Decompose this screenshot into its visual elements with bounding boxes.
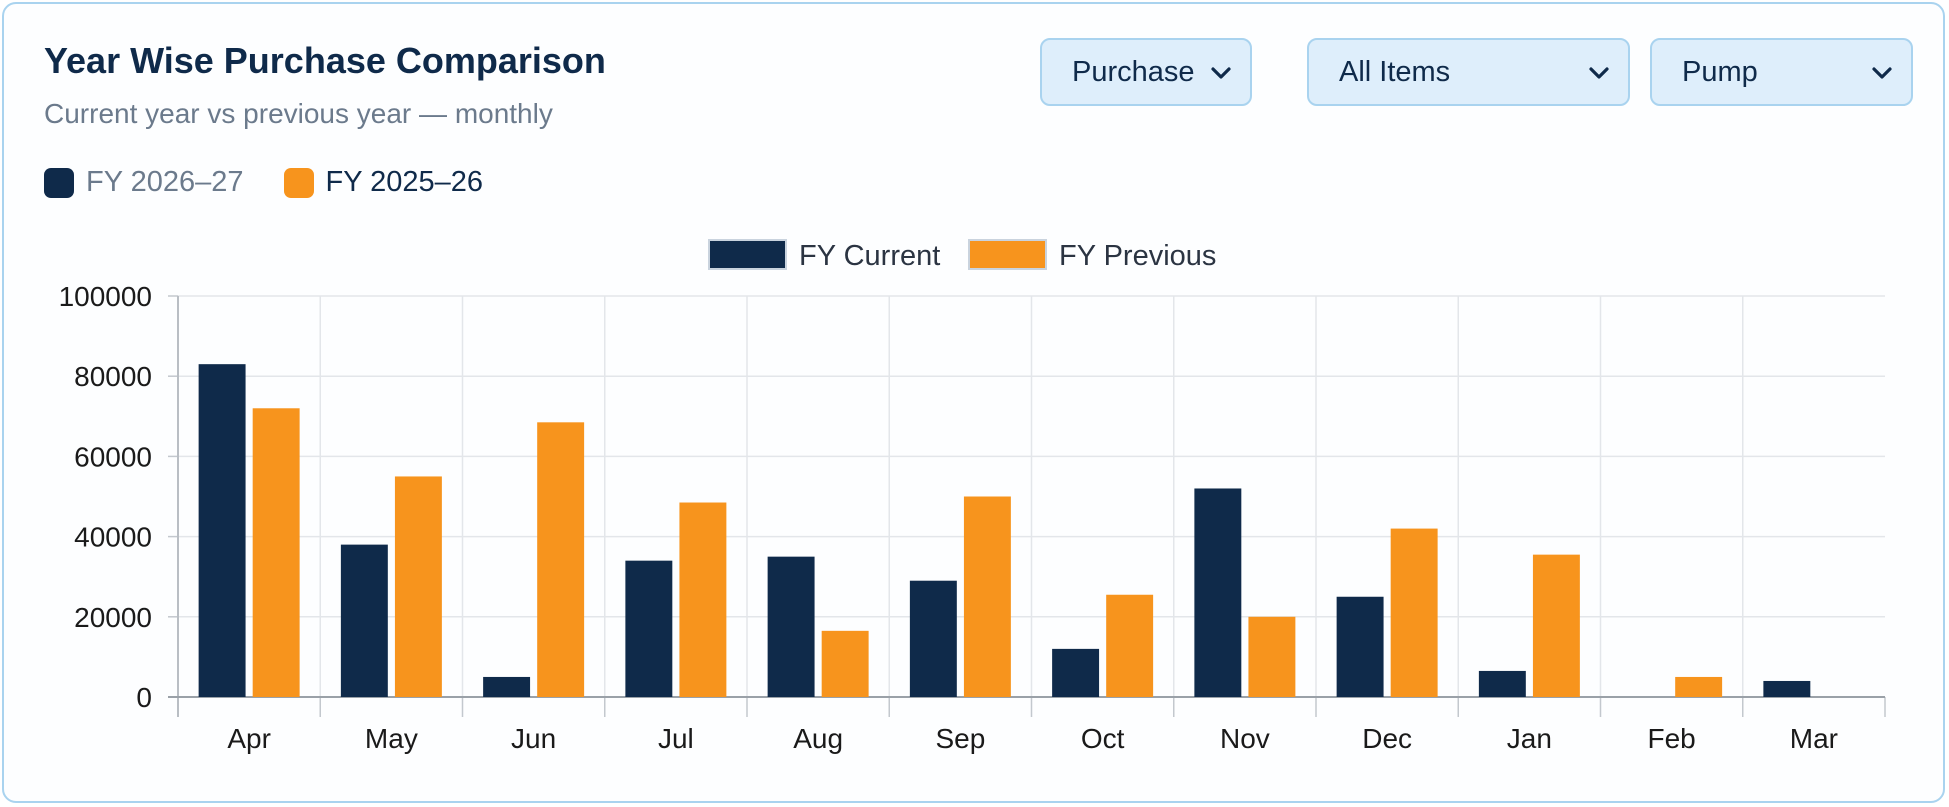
bar-previous [1106,594,1154,697]
legend-label-previous: FY Previous [1059,240,1216,272]
bar-current [909,580,957,697]
bar-previous [1390,528,1438,697]
bar-previous [394,476,442,697]
legend-swatch-previous[interactable] [968,239,1047,270]
x-tick-label: Aug [793,723,843,754]
bar-current [1336,596,1384,697]
bar-current [198,364,246,697]
chevron-down-icon [1589,67,1609,79]
category-select-value: Pump [1682,55,1758,88]
items-select-value: All Items [1339,55,1451,88]
bar-previous [1532,554,1580,697]
x-tick-label: Mar [1790,723,1838,754]
type-select[interactable]: Purchase [1040,38,1252,106]
x-tick-label: Sep [935,723,985,754]
items-select[interactable]: All Items [1307,38,1630,106]
fy-legend-item-current[interactable]: FY 2026–27 [44,166,244,199]
chart-axes [168,295,1886,717]
category-select[interactable]: Pump [1650,38,1913,106]
fy-previous-swatch [283,167,314,198]
bar-current [1478,670,1526,697]
bar-previous [821,630,869,697]
chart-bars [198,364,1811,697]
page-subtitle: Current year vs previous year — monthly [44,98,553,129]
x-tick-label: Jul [658,723,694,754]
bar-previous [1675,676,1723,697]
bar-previous [252,408,300,697]
chart-grid [178,295,1885,697]
x-tick-label: Nov [1220,723,1270,754]
x-tick-labels: Apr May Jun Jul Aug Sep Oct Nov Dec Jan Feb Mar [227,723,1838,754]
fy-current-swatch [44,167,74,198]
chevron-down-icon [1211,67,1231,79]
bar-current [625,560,673,697]
chevron-down-icon [1872,67,1892,79]
fy-current-label: FY 2026–27 [86,166,244,198]
fy-legend: FY 2026–27 FY 2025–26 [44,166,523,199]
bar-current [1052,648,1100,697]
x-tick-label: Apr [227,723,271,754]
bar-previous [679,502,727,697]
x-tick-label: Jan [1507,723,1552,754]
bar-current [767,556,815,697]
page-title: Year Wise Purchase Comparison [44,40,606,81]
y-tick-label: 100000 [59,281,152,312]
y-tick-label: 20000 [74,602,152,633]
bar-current [1763,680,1811,697]
y-tick-label: 80000 [74,361,152,392]
x-tick-label: Oct [1081,723,1125,754]
y-tick-label: 40000 [74,522,152,553]
bar-current [1194,488,1242,697]
x-tick-label: Feb [1648,723,1696,754]
x-tick-label: Jun [511,723,556,754]
y-tick-label: 60000 [74,441,152,472]
fy-previous-label: FY 2025–26 [325,166,484,198]
x-tick-label: May [365,723,418,754]
legend-swatch-current[interactable] [708,239,787,270]
bar-previous [963,496,1011,697]
y-tick-labels: 0 20000 40000 60000 80000 100000 [59,281,152,713]
y-tick-label: 0 [136,682,152,713]
bar-previous [1248,616,1296,697]
x-tick-label: Dec [1362,723,1412,754]
bar-current [340,544,388,697]
fy-legend-item-previous[interactable]: FY 2025–26 [283,166,484,199]
chart-legend: FY Current FY Previous [708,239,1216,272]
bar-current [483,676,531,697]
bar-previous [537,422,585,697]
type-select-value: Purchase [1072,55,1195,88]
legend-label-current: FY Current [799,240,940,272]
